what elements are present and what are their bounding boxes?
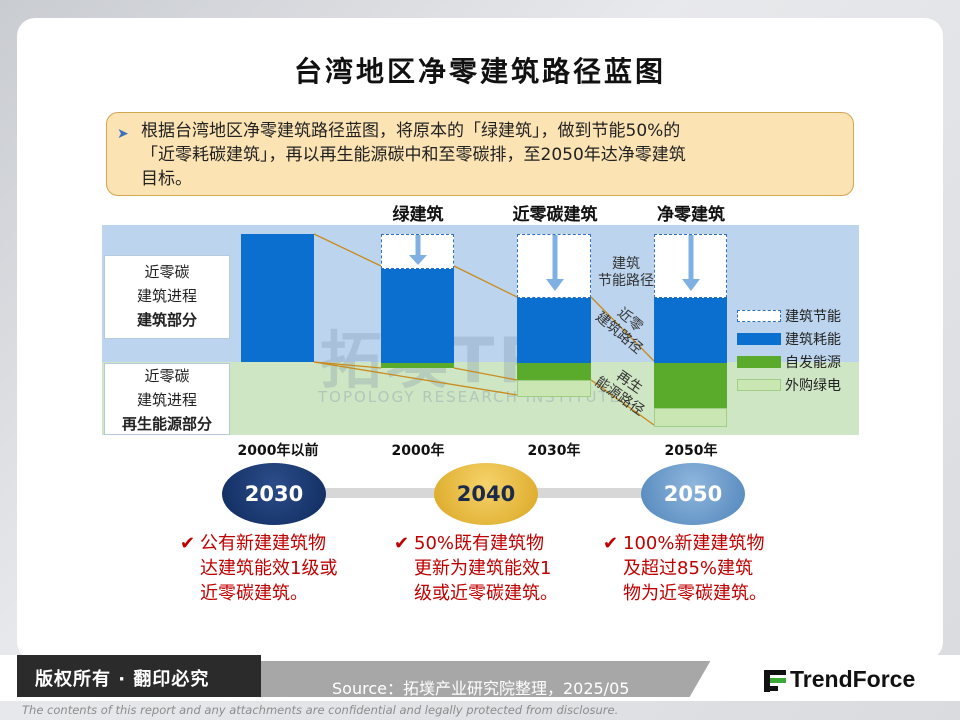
milestone-line: 100%新建建筑物	[623, 533, 765, 554]
note-energy-saving-path: 建筑 节能路径	[591, 256, 661, 290]
stage-header-net-zero: 净零建筑	[657, 205, 725, 225]
trendforce-logo: TrendForce	[762, 666, 942, 696]
footer-copyright-band	[17, 655, 261, 697]
bar-energy-saving-2000	[381, 234, 454, 269]
legend-swatch	[737, 379, 781, 391]
bar-self-energy-2050	[654, 363, 727, 408]
bar-self-energy-2000	[381, 363, 454, 368]
bar-energy-use-2030	[517, 298, 591, 363]
milestone-line: 物为近零碳建筑。	[623, 583, 767, 604]
check-icon: ✔	[180, 533, 196, 554]
bar-energy-use-2000	[381, 269, 454, 363]
bar-energy-saving-2030	[517, 234, 591, 298]
bar-green-power-2030	[517, 380, 591, 397]
label-line-bold: 建筑部分	[136, 311, 197, 329]
legend-swatch	[737, 333, 781, 345]
bullet-arrow-icon: ➤	[117, 126, 129, 142]
stage-header-green-building: 绿建筑	[392, 205, 444, 225]
label-building-part: 近零碳 建筑进程 建筑部分	[104, 255, 230, 339]
milestone-2040-circle: 2040	[434, 463, 538, 525]
label-line-bold: 再生能源部分	[121, 415, 212, 433]
x-label-2050: 2050年	[664, 443, 718, 459]
source-text: Source：拓墣产业研究院整理，2025/05	[332, 679, 630, 698]
x-label-pre2000: 2000年以前	[237, 443, 319, 459]
disclaimer-text: The contents of this report and any atta…	[22, 703, 619, 717]
bar-energy-use-2050	[654, 298, 727, 363]
intro-line-3: 目标。	[141, 169, 192, 189]
milestone-2030-circle: 2030	[222, 463, 326, 525]
milestone-line: 级或近零碳建筑。	[414, 583, 558, 604]
legend-label: 自发能源	[785, 355, 841, 371]
x-label-2000: 2000年	[391, 443, 445, 459]
note-line: 节能路径	[598, 273, 654, 289]
intro-line-1: 根据台湾地区净零建筑路径蓝图，将原本的「绿建筑」，做到节能50%的	[141, 121, 681, 141]
milestone-2050-text: ✔ 100%新建建筑物 及超过85%建筑 物为近零碳建筑。	[603, 531, 767, 606]
legend-swatch	[737, 356, 781, 368]
trendforce-logo-icon	[764, 670, 786, 692]
label-renewable-part: 近零碳 建筑进程 再生能源部分	[104, 363, 230, 435]
milestone-line: 达建筑能效1级或	[200, 558, 338, 579]
label-line: 建筑进程	[136, 287, 197, 305]
milestone-2040-text: ✔ 50%既有建筑物 更新为建筑能效1 级或近零碳建筑。	[394, 531, 558, 606]
milestone-line: 更新为建筑能效1	[414, 558, 552, 579]
milestone-line: 50%既有建筑物	[414, 533, 545, 554]
legend-label: 外购绿电	[785, 378, 841, 394]
milestone-line: 及超过85%建筑	[623, 558, 754, 579]
check-icon: ✔	[394, 533, 410, 554]
intro-line-2: 「近零耗碳建筑」，再以再生能源碳中和至零碳排，至2050年达净零建筑	[141, 145, 686, 165]
intro-callout: ➤ 根据台湾地区净零建筑路径蓝图，将原本的「绿建筑」，做到节能50%的 「近零耗…	[106, 112, 854, 196]
legend-label: 建筑节能	[785, 309, 841, 325]
legend-swatch	[737, 310, 781, 322]
label-line: 建筑进程	[136, 391, 197, 409]
check-icon: ✔	[603, 533, 619, 554]
milestone-2030-text: ✔ 公有新建建筑物 达建筑能效1级或 近零碳建筑。	[180, 531, 338, 606]
note-line: 建筑	[612, 256, 640, 272]
milestone-line: 公有新建建筑物	[200, 533, 326, 554]
milestone-2050-circle: 2050	[641, 463, 745, 525]
label-line: 近零碳	[144, 367, 190, 385]
stage-header-near-zero: 近零碳建筑	[512, 205, 598, 225]
logo-text: TrendForce	[790, 666, 916, 692]
label-line: 近零碳	[144, 263, 190, 281]
legend-label: 建筑耗能	[785, 332, 841, 348]
x-label-2030: 2030年	[527, 443, 581, 459]
bar-self-energy-2030	[517, 363, 591, 380]
page-title: 台湾地区净零建筑路径蓝图	[293, 55, 666, 88]
bar-green-power-2050	[654, 408, 727, 427]
bar-energy-use-pre2000	[241, 234, 314, 362]
milestone-line: 近零碳建筑。	[200, 583, 308, 604]
copyright-text: 版权所有 · 翻印必究	[35, 669, 210, 690]
bar-energy-saving-2050	[654, 234, 727, 298]
